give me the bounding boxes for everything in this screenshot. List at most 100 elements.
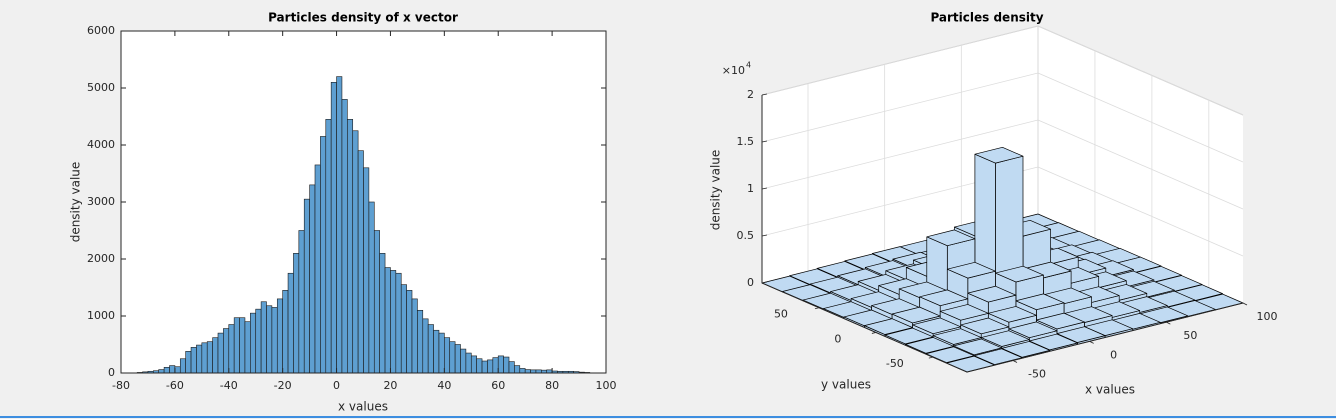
bar: [417, 309, 424, 374]
y-tick: [814, 307, 820, 310]
z-tick-label: 1: [747, 182, 754, 195]
bar: [465, 352, 472, 374]
bar: [314, 164, 321, 374]
x-axis-label: x values: [338, 400, 388, 414]
bar: [298, 230, 305, 374]
bar: [481, 360, 488, 374]
x-tick: [1166, 321, 1171, 325]
bar: [400, 284, 407, 374]
bar: [503, 356, 510, 374]
x-tick: [1089, 340, 1094, 344]
z-exponent: 4: [746, 61, 751, 70]
x-tick-label: -80: [112, 379, 130, 392]
bar-face: [1028, 333, 1078, 351]
bar: [427, 324, 434, 374]
y-axis-label: y values: [821, 378, 871, 392]
bar: [228, 324, 235, 374]
bar: [276, 298, 283, 374]
bar: [449, 341, 456, 374]
y-tick-label: 1000: [87, 309, 115, 322]
bar-face: [987, 306, 1037, 323]
bar: [444, 337, 451, 374]
bar-face: [891, 306, 941, 324]
z-tick: [761, 93, 768, 96]
bar-face: [967, 285, 1017, 303]
x-tick-label: 100: [1257, 310, 1278, 323]
x-tick-label: 40: [437, 379, 451, 392]
x-tick: [1242, 302, 1248, 306]
bar: [438, 332, 445, 374]
bar-face: [980, 330, 1030, 347]
bar: [347, 119, 354, 374]
x-tick-label: 60: [491, 379, 505, 392]
bar-face: [932, 328, 982, 345]
z-tick: [761, 234, 768, 237]
y-tick-label: -50: [886, 357, 904, 370]
bar: [395, 272, 402, 374]
bar: [433, 329, 440, 374]
bar: [309, 184, 316, 374]
bar: [368, 201, 375, 374]
y-tick-label: 2000: [87, 252, 115, 265]
bar-face: [1056, 326, 1106, 343]
bar: [233, 317, 240, 374]
bar: [169, 365, 176, 374]
bar: [476, 358, 483, 374]
bar-face: [960, 317, 1010, 335]
bar: [320, 136, 327, 374]
bar: [384, 267, 391, 374]
bar: [341, 99, 348, 374]
bar: [223, 328, 230, 374]
bar-face: [919, 289, 969, 307]
bar: [196, 344, 203, 374]
grid-line: [761, 119, 1039, 190]
grid-line: [1037, 25, 1244, 116]
bar: [492, 357, 499, 374]
grid-line: [1037, 119, 1244, 210]
bar: [508, 361, 515, 374]
grid-line: [761, 25, 1039, 96]
bar: [336, 76, 343, 374]
bar: [185, 351, 192, 374]
bar: [293, 253, 300, 374]
z-tick: [761, 187, 768, 190]
bar: [411, 298, 418, 374]
grid-line: [1037, 166, 1244, 257]
bar-face: [1036, 312, 1085, 330]
bar: [303, 198, 310, 374]
z-tick: [761, 140, 768, 143]
bar-face: [864, 318, 913, 335]
x-tick-label: -50: [1028, 368, 1046, 381]
bar-face: [953, 338, 1003, 356]
y-tick-label: 3000: [87, 195, 115, 208]
x-tick-label: 0: [333, 379, 340, 392]
y-tick-label: 4000: [87, 138, 115, 151]
bar: [212, 337, 219, 374]
x-tick-label: 100: [596, 379, 617, 392]
x-tick-label: -40: [220, 379, 238, 392]
bar: [325, 119, 332, 374]
bar-face: [884, 327, 934, 345]
bar-face: [946, 261, 996, 279]
x-axis-label: x values: [1085, 383, 1135, 397]
bar: [422, 318, 429, 374]
y-tick: [928, 356, 933, 359]
z-tick-label: 2: [747, 88, 754, 101]
bar: [271, 307, 278, 374]
chart-title: Particles density of x vector: [268, 11, 458, 25]
chart-title: Particles density: [930, 11, 1043, 25]
bar: [217, 332, 224, 374]
z-tick: [761, 281, 768, 284]
bar: [330, 82, 337, 374]
y-axis-label: density value: [69, 162, 83, 243]
y-tick-label: 0: [108, 366, 115, 379]
y-tick-label: 0: [834, 332, 841, 345]
bar-face: [905, 337, 954, 354]
bar-face: [1015, 293, 1065, 311]
bar: [514, 365, 521, 374]
bar: [163, 366, 170, 374]
bar: [158, 369, 165, 374]
bar: [454, 344, 461, 374]
